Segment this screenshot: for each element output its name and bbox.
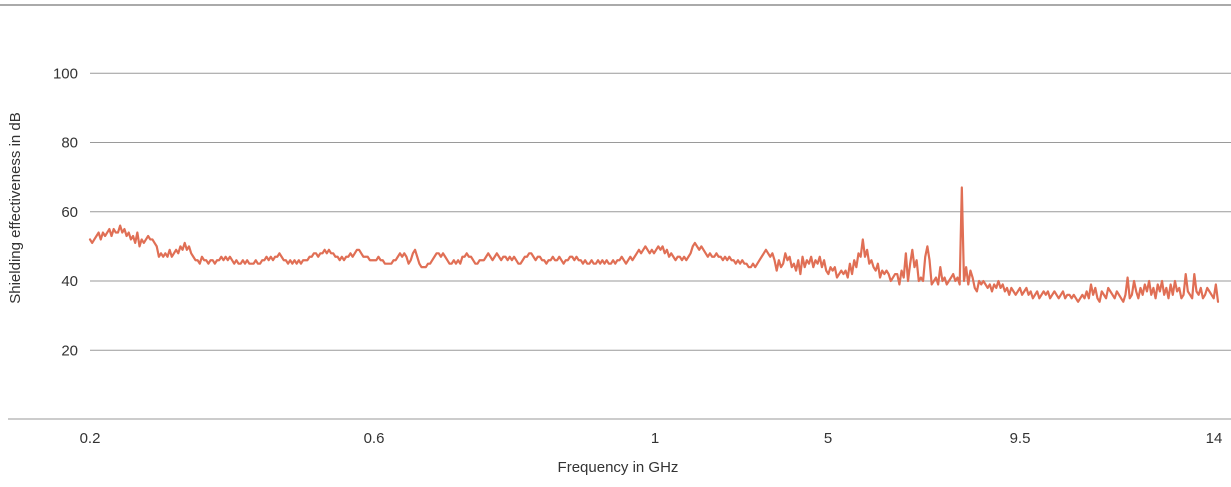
y-tick-label: 20: [61, 342, 78, 359]
y-tick-label: 100: [53, 65, 78, 82]
y-axis-title: Shielding effectiveness in dB: [7, 112, 24, 304]
x-tick-label: 0.2: [80, 430, 101, 447]
y-tick-label: 60: [61, 204, 78, 221]
grid-layer: [0, 4, 1231, 420]
x-axis-title: Frequency in GHz: [558, 459, 679, 476]
x-tick-label: 9.5: [1010, 430, 1031, 447]
y-tick-label: 40: [61, 273, 78, 290]
series-layer: [88, 186, 1220, 303]
x-tick-label: 1: [651, 430, 659, 447]
tick-layer: 20 40 60 80 100 0.2 0.6 1 5 9.5 14: [53, 65, 1222, 447]
x-tick-label: 5: [824, 430, 832, 447]
x-tick-label: 14: [1206, 430, 1223, 447]
series-line: [88, 186, 1220, 303]
x-tick-label: 0.6: [364, 430, 385, 447]
y-tick-label: 80: [61, 135, 78, 152]
